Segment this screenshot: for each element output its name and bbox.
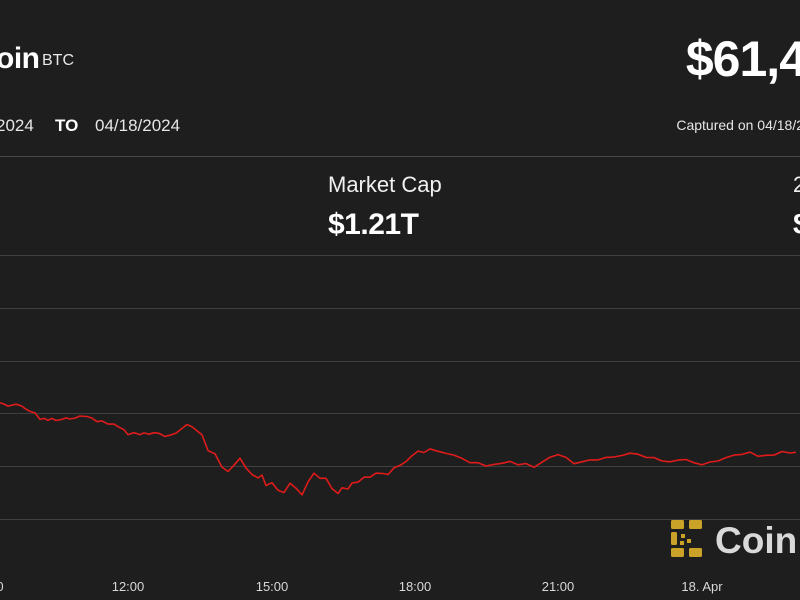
watermark-text: Coin bbox=[715, 520, 797, 561]
coindesk-watermark: Coin bbox=[671, 520, 797, 561]
x-tick-label: 15:00 bbox=[256, 579, 289, 594]
header-divider bbox=[0, 156, 800, 157]
x-tick-label: 18:00 bbox=[399, 579, 432, 594]
asset-name: oin bbox=[0, 42, 40, 75]
captured-on-text: Captured on 04/18/2 bbox=[676, 117, 800, 133]
x-tick-label: 21:00 bbox=[542, 579, 575, 594]
date-range-to: 04/18/2024 bbox=[95, 116, 181, 135]
coin-logo-icon bbox=[671, 520, 702, 557]
x-tick-label: 18. Apr bbox=[681, 579, 723, 594]
date-range-from: 2024 bbox=[0, 116, 34, 135]
asset-ticker: BTC bbox=[42, 52, 74, 69]
price-series-line bbox=[0, 402, 797, 496]
x-tick-label: 12:00 bbox=[112, 579, 145, 594]
date-range-to-label: TO bbox=[55, 116, 79, 135]
current-price: $61,4 bbox=[685, 31, 800, 87]
price-chart: 0 12:00 15:00 18:00 21:00 18. Apr bbox=[0, 255, 800, 594]
market-cap-label: Market Cap bbox=[328, 172, 442, 197]
market-cap-value: $1.21T bbox=[328, 208, 419, 241]
stat-value-right: $ bbox=[793, 208, 800, 242]
x-tick-label: 0 bbox=[0, 579, 4, 594]
stat-label-right: 2 bbox=[793, 172, 800, 197]
